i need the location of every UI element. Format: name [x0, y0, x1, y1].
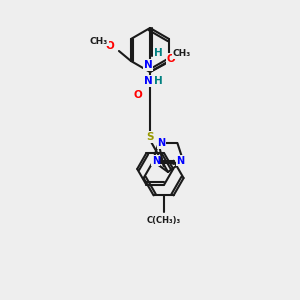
Text: H: H	[154, 48, 162, 58]
Text: S: S	[146, 132, 154, 142]
Text: CH₃: CH₃	[173, 50, 191, 58]
Text: N: N	[158, 138, 166, 148]
Text: N: N	[144, 60, 152, 70]
Text: CH₃: CH₃	[90, 37, 108, 46]
Text: H: H	[154, 76, 162, 86]
Text: C(CH₃)₃: C(CH₃)₃	[146, 216, 181, 225]
Text: N: N	[176, 156, 184, 166]
Text: O: O	[167, 54, 176, 64]
Text: O: O	[134, 90, 142, 100]
Text: N: N	[152, 156, 160, 166]
Text: O: O	[106, 41, 114, 51]
Text: N: N	[144, 76, 152, 86]
